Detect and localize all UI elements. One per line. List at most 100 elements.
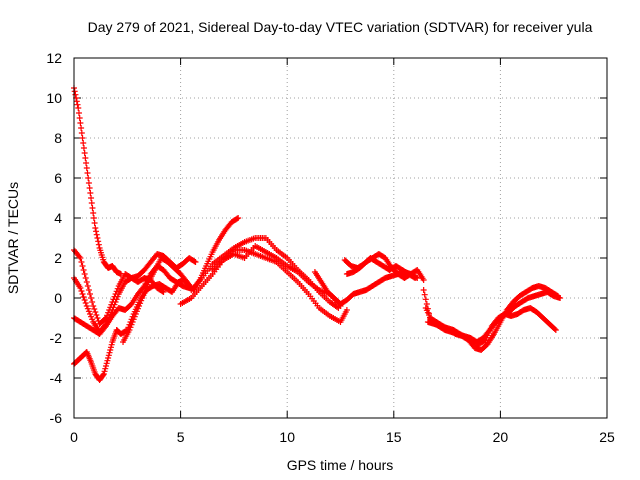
data-point <box>114 285 121 292</box>
data-point <box>100 371 107 377</box>
data-point <box>80 145 87 151</box>
data-point <box>89 299 96 305</box>
data-point <box>94 235 101 241</box>
data-point <box>77 255 84 261</box>
data-point <box>107 344 114 351</box>
data-point <box>86 311 93 317</box>
data-point <box>160 289 167 295</box>
data-point <box>86 291 93 297</box>
data-point <box>83 160 90 166</box>
data-point <box>82 300 89 306</box>
data-point <box>80 267 87 273</box>
data-point <box>114 293 121 300</box>
data-point <box>79 291 86 297</box>
data-point <box>84 305 91 312</box>
y-tick-label: 12 <box>46 50 62 66</box>
data-point <box>140 292 147 299</box>
data-point <box>159 288 166 295</box>
data-point <box>86 185 93 191</box>
data-point <box>101 368 108 375</box>
data-point <box>83 165 90 171</box>
data-point <box>138 297 145 304</box>
data-point <box>90 215 97 221</box>
data-points <box>71 85 564 383</box>
data-point <box>95 238 102 245</box>
data-point <box>81 150 88 156</box>
data-point <box>85 175 92 181</box>
data-point <box>88 295 95 301</box>
x-tick-label: 5 <box>177 429 185 445</box>
data-point <box>105 355 112 361</box>
data-point <box>92 309 99 315</box>
y-tick-labels: -6 -4 -2 0 2 4 6 8 10 12 <box>46 50 62 426</box>
data-point <box>132 311 139 317</box>
data-point <box>139 295 146 301</box>
data-point <box>551 326 558 332</box>
data-point <box>81 271 88 277</box>
data-point <box>87 190 94 196</box>
data-point <box>80 140 87 146</box>
data-point <box>552 327 559 333</box>
data-point <box>411 274 418 281</box>
data-point <box>102 365 109 372</box>
series-arc-12 <box>343 251 427 283</box>
x-tick-label: 15 <box>386 429 402 445</box>
data-point <box>91 220 98 226</box>
data-point <box>78 130 85 136</box>
series-arc-4 <box>71 263 193 337</box>
data-point <box>82 155 89 161</box>
data-point <box>142 287 149 293</box>
data-point <box>192 259 199 265</box>
y-tick-label: -2 <box>50 330 63 346</box>
data-point <box>84 170 91 176</box>
data-point <box>422 296 429 303</box>
data-point <box>235 215 242 221</box>
data-point <box>129 319 136 325</box>
series-arc-2 <box>71 247 167 327</box>
data-point <box>137 300 144 307</box>
x-tick-labels: 0 5 10 15 20 25 <box>70 429 615 445</box>
data-point <box>92 225 99 231</box>
data-point <box>90 210 97 216</box>
series-arc-1 <box>71 85 124 277</box>
data-point <box>85 180 92 186</box>
data-point <box>89 205 96 211</box>
data-point <box>81 297 88 303</box>
data-point <box>100 372 107 378</box>
y-tick-label: 10 <box>46 90 62 106</box>
y-tick-label: 4 <box>54 210 62 226</box>
data-point <box>106 349 113 356</box>
data-point <box>88 200 95 206</box>
data-point <box>78 288 85 294</box>
data-point <box>85 308 92 315</box>
y-tick-label: 2 <box>54 250 62 266</box>
data-point <box>109 307 116 313</box>
data-point <box>191 258 198 265</box>
plot-frame <box>73 57 608 419</box>
data-point <box>72 91 79 98</box>
data-point <box>343 307 350 313</box>
x-axis-label: GPS time / hours <box>287 457 394 473</box>
data-point <box>131 313 138 320</box>
data-point <box>104 357 111 364</box>
data-point <box>82 275 89 281</box>
data-point <box>126 327 133 333</box>
data-point <box>80 294 87 300</box>
y-tick-label: 0 <box>54 290 62 306</box>
data-point <box>77 285 84 291</box>
data-point <box>91 306 98 312</box>
data-point <box>420 287 427 293</box>
data-point <box>93 231 100 238</box>
data-point <box>88 195 95 201</box>
data-point <box>133 308 140 315</box>
data-point <box>110 304 117 311</box>
y-tick-label: -6 <box>50 410 63 426</box>
data-point <box>79 135 86 141</box>
data-point <box>74 101 81 108</box>
data-point <box>93 228 100 235</box>
data-point <box>113 296 120 303</box>
x-tick-label: 20 <box>493 429 509 445</box>
data-point <box>128 321 135 328</box>
data-point <box>102 363 109 369</box>
